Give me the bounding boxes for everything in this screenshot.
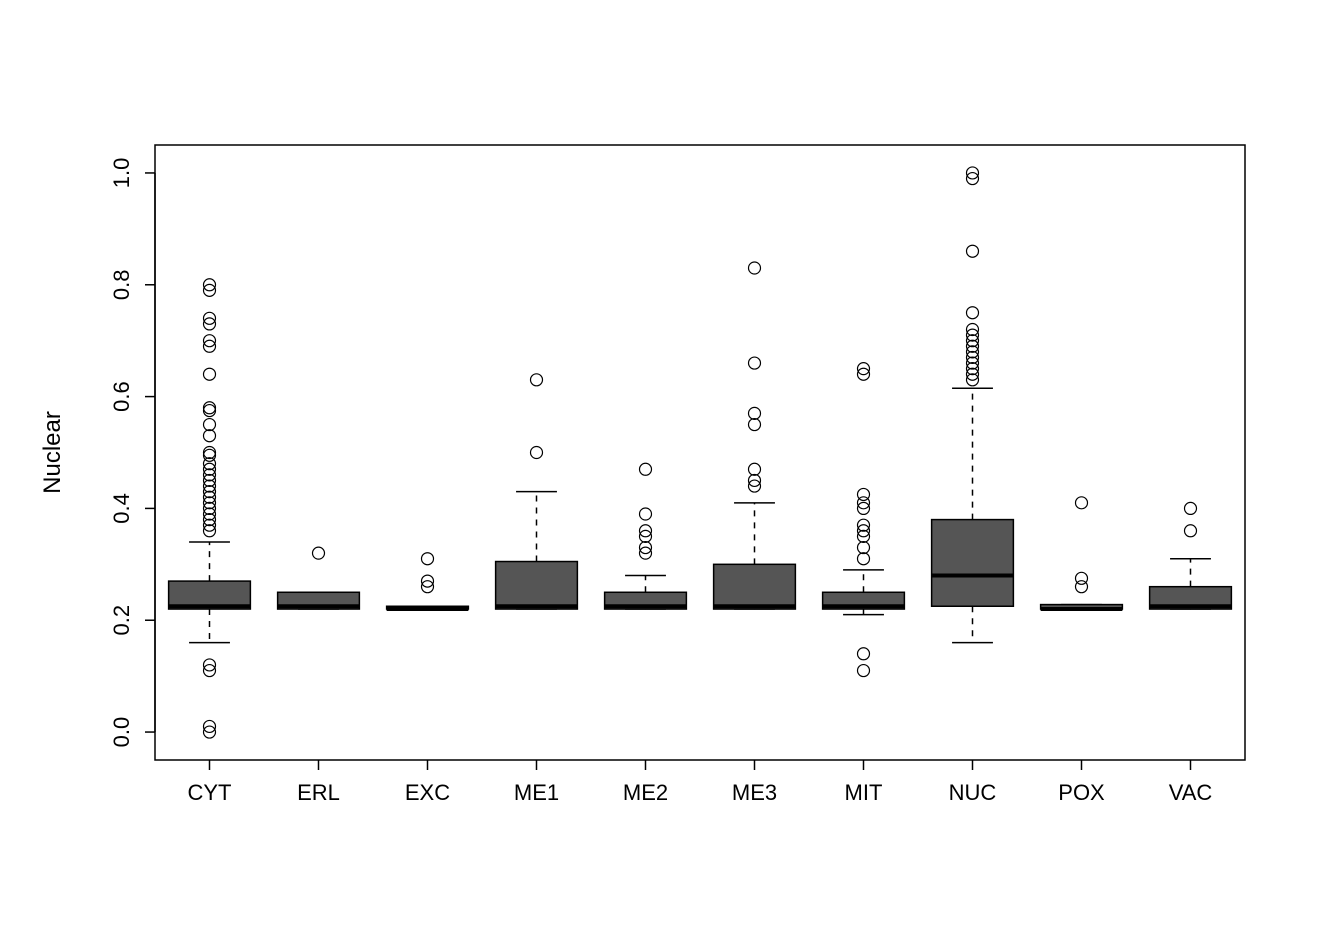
y-tick-label: 0.6 <box>109 381 134 412</box>
outlier-point <box>858 553 870 565</box>
outlier-point <box>858 488 870 500</box>
outlier-point <box>1076 572 1088 584</box>
x-tick-label: NUC <box>949 780 997 805</box>
x-tick-label: CYT <box>188 780 232 805</box>
outlier-point <box>749 357 761 369</box>
outlier-point <box>204 447 216 459</box>
x-tick-label: ERL <box>297 780 340 805</box>
x-tick-label: ME3 <box>732 780 777 805</box>
x-tick-label: POX <box>1058 780 1105 805</box>
y-tick-label: 0.8 <box>109 269 134 300</box>
plot-border <box>155 145 1245 760</box>
chart-svg: 0.0 0.2 0.4 0.6 0.8 1.0 Nuclear CYT ERL EXC ME1 ME2… <box>0 0 1344 940</box>
outlier-point <box>204 419 216 431</box>
outlier-point <box>1185 525 1197 537</box>
outlier-point <box>640 508 652 520</box>
outlier-point <box>858 542 870 554</box>
outlier-point <box>313 547 325 559</box>
boxplot-chart: 0.0 0.2 0.4 0.6 0.8 1.0 Nuclear CYT ERL EXC ME1 ME2… <box>0 0 1344 940</box>
outlier-point <box>967 307 979 319</box>
outlier-point <box>1076 497 1088 509</box>
y-tick-label: 0.0 <box>109 717 134 748</box>
box <box>496 562 578 610</box>
outlier-point <box>1185 502 1197 514</box>
y-tick-label: 0.2 <box>109 605 134 636</box>
outlier-point <box>204 405 216 417</box>
y-tick-label: 0.4 <box>109 493 134 524</box>
outlier-point <box>640 463 652 475</box>
outlier-point <box>749 407 761 419</box>
box <box>714 564 796 609</box>
outlier-point <box>531 447 543 459</box>
outlier-point <box>749 463 761 475</box>
outlier-point <box>204 449 216 461</box>
outlier-point <box>204 368 216 380</box>
outlier-point <box>422 553 434 565</box>
y-axis-label: Nuclear <box>39 411 66 494</box>
x-tick-label: VAC <box>1169 780 1213 805</box>
outlier-point <box>858 648 870 660</box>
outlier-point <box>531 374 543 386</box>
x-tick-label: ME1 <box>514 780 559 805</box>
x-tick-label: MIT <box>845 780 883 805</box>
outlier-point <box>204 430 216 442</box>
outlier-point <box>967 245 979 257</box>
x-tick-label: ME2 <box>623 780 668 805</box>
outlier-point <box>749 419 761 431</box>
outlier-point <box>204 402 216 414</box>
outlier-point <box>858 665 870 677</box>
x-tick-label: EXC <box>405 780 450 805</box>
y-tick-label: 1.0 <box>109 158 134 189</box>
outlier-point <box>749 262 761 274</box>
box <box>932 520 1014 607</box>
